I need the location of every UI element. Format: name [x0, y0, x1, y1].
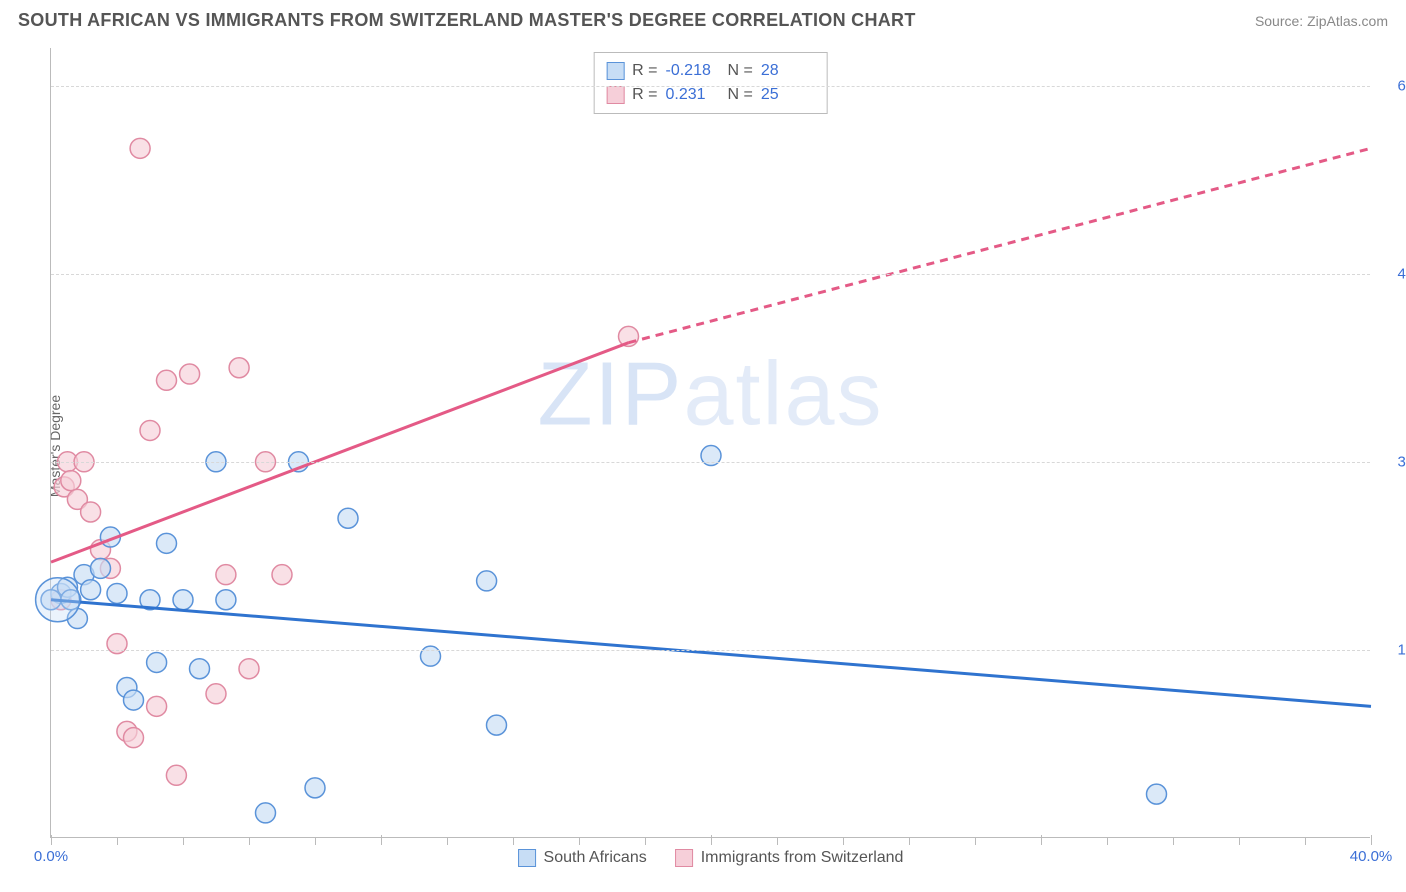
- legend-item-blue: South Africans: [518, 849, 647, 867]
- xtick-minor: [315, 837, 316, 845]
- xtick-minor: [777, 837, 778, 845]
- xtick-minor: [909, 837, 910, 845]
- xtick-minor: [513, 837, 514, 845]
- ytick-label: 60.0%: [1380, 77, 1406, 94]
- ytick-label: 45.0%: [1380, 265, 1406, 282]
- xtick-minor: [1107, 837, 1108, 845]
- xtick-minor: [1239, 837, 1240, 845]
- xtick-minor: [645, 837, 646, 845]
- xtick-label: 40.0%: [1350, 848, 1393, 865]
- xtick: [1371, 835, 1372, 845]
- xtick: [711, 835, 712, 845]
- xtick-minor: [249, 837, 250, 845]
- xtick-minor: [1305, 837, 1306, 845]
- legend-item-pink: Immigrants from Switzerland: [675, 849, 904, 867]
- xtick-label: 0.0%: [34, 848, 68, 865]
- xtick: [1041, 835, 1042, 845]
- xtick-minor: [117, 837, 118, 845]
- legend-swatch-blue: [518, 849, 536, 867]
- ytick-label: 30.0%: [1380, 453, 1406, 470]
- plot-area: ZIPatlas R = -0.218 N = 28 R = 0.231 N =…: [50, 48, 1370, 838]
- xtick: [381, 835, 382, 845]
- legend-swatch-pink: [675, 849, 693, 867]
- xtick-minor: [975, 837, 976, 845]
- legend-label-blue: South Africans: [544, 849, 647, 867]
- chart-title: SOUTH AFRICAN VS IMMIGRANTS FROM SWITZER…: [18, 10, 916, 31]
- gridline-h: [51, 650, 1370, 651]
- legend-label-pink: Immigrants from Switzerland: [701, 849, 904, 867]
- scatter-svg: [51, 48, 1370, 837]
- chart-header: SOUTH AFRICAN VS IMMIGRANTS FROM SWITZER…: [0, 0, 1406, 37]
- legend-bottom: South Africans Immigrants from Switzerla…: [518, 849, 904, 867]
- ytick-label: 15.0%: [1380, 641, 1406, 658]
- xtick: [51, 835, 52, 845]
- xtick-minor: [579, 837, 580, 845]
- xtick-minor: [843, 837, 844, 845]
- gridline-h: [51, 86, 1370, 87]
- xtick-minor: [1173, 837, 1174, 845]
- xtick-minor: [447, 837, 448, 845]
- xtick-minor: [183, 837, 184, 845]
- chart-source: Source: ZipAtlas.com: [1255, 13, 1388, 29]
- gridline-h: [51, 462, 1370, 463]
- gridline-h: [51, 274, 1370, 275]
